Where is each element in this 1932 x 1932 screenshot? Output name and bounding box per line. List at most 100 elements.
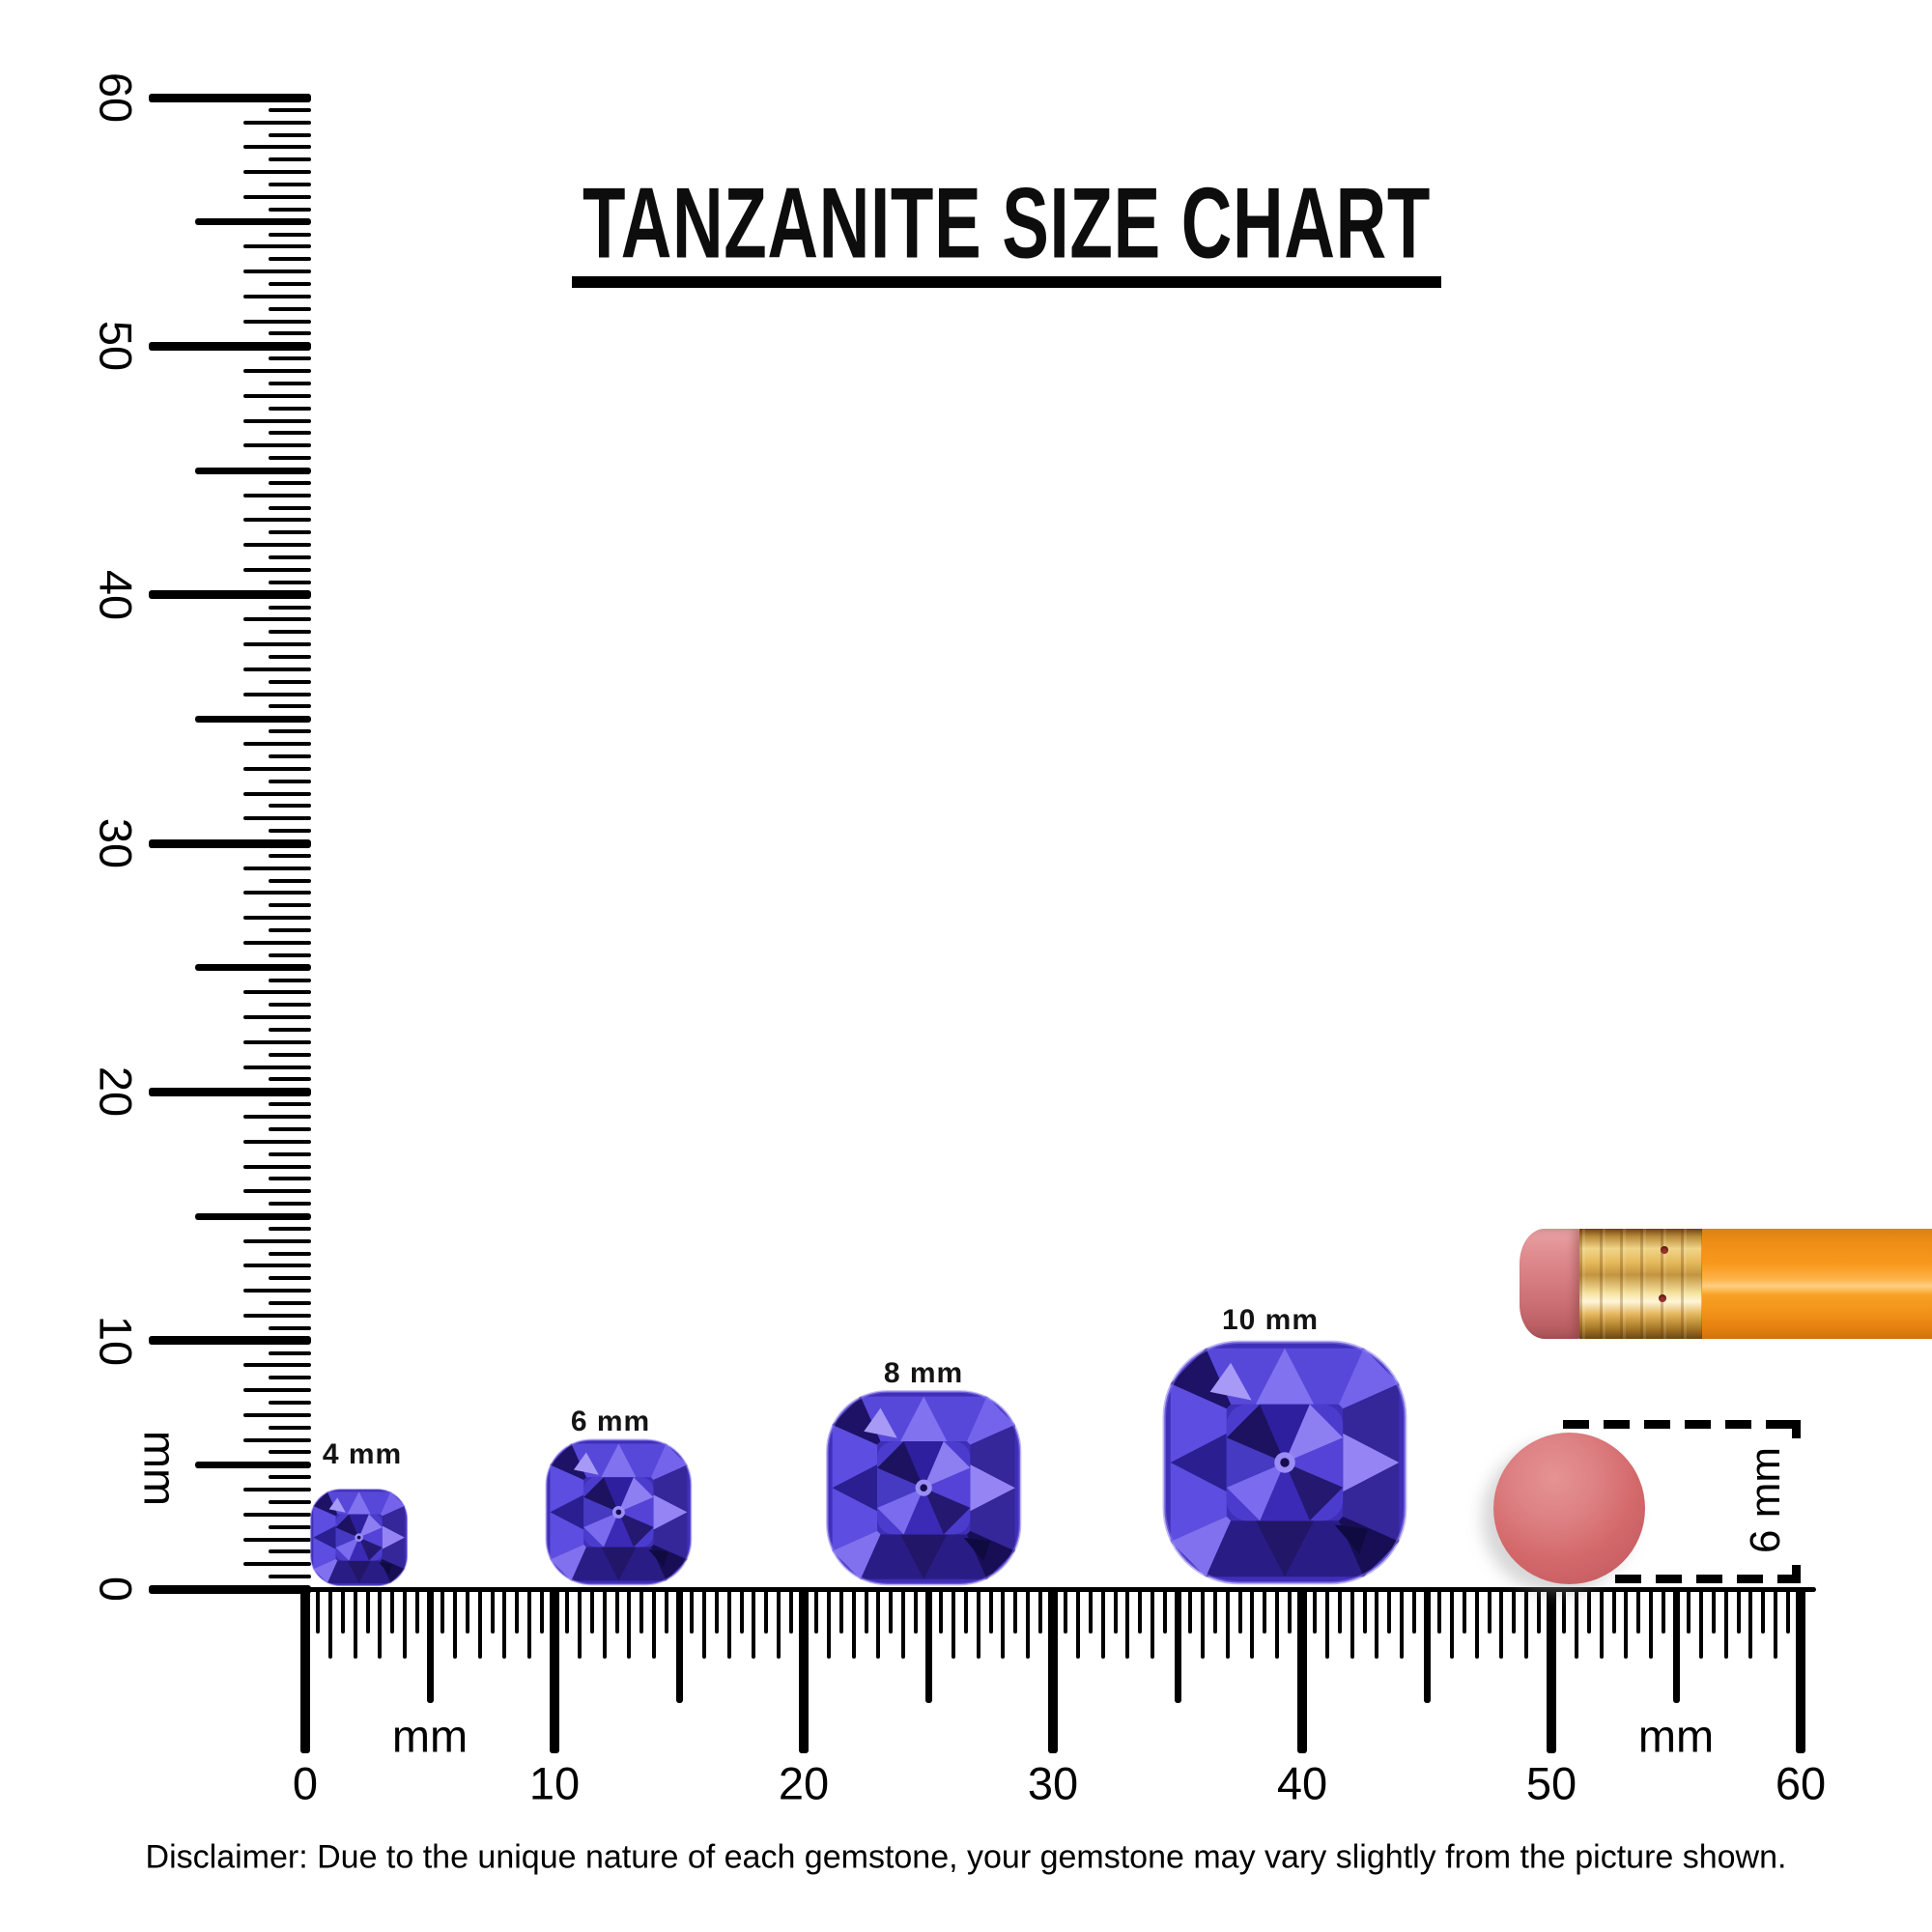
ruler-tick <box>269 1077 311 1082</box>
ruler-tick <box>1250 1589 1255 1659</box>
ruler-tick <box>465 1589 469 1634</box>
ruler-tick <box>889 1589 894 1634</box>
ruler-tick <box>1225 1589 1230 1659</box>
ruler-tick <box>1362 1589 1367 1634</box>
ruler-tick <box>269 306 311 311</box>
ruler-tick <box>243 120 311 125</box>
ruler-tick <box>1537 1589 1542 1634</box>
ruler-tick <box>1662 1589 1666 1634</box>
ruler-tick <box>1436 1589 1441 1634</box>
ferrule-rivet-icon <box>1661 1246 1668 1254</box>
ruler-tick <box>752 1589 756 1659</box>
measure-dash-bottom <box>1615 1575 1801 1583</box>
gem-8mm <box>824 1388 1023 1587</box>
vertical-ruler-label: 10 <box>90 1315 142 1366</box>
ruler-tick <box>269 456 311 461</box>
ruler-tick <box>269 555 311 560</box>
ruler-tick <box>1774 1589 1778 1659</box>
ruler-tick <box>726 1589 731 1659</box>
ruler-tick <box>243 294 311 298</box>
measure-dash-top <box>1563 1420 1801 1429</box>
ruler-tick <box>813 1589 818 1634</box>
ruler-tick <box>1350 1589 1354 1659</box>
ruler-tick <box>1387 1589 1392 1634</box>
vertical-ruler-label: 30 <box>90 817 142 869</box>
pencil-eraser-tip <box>1520 1229 1581 1339</box>
horizontal-ruler-label: 60 <box>1775 1757 1827 1809</box>
ruler-tick <box>540 1589 545 1634</box>
ruler-tick <box>243 1363 311 1368</box>
ruler-tick <box>764 1589 769 1634</box>
ruler-tick <box>269 1276 311 1281</box>
ruler-tick <box>353 1589 357 1659</box>
gem-size-label: 6 mm <box>570 1406 651 1437</box>
ruler-tick <box>1786 1589 1791 1634</box>
ruler-tick <box>1212 1589 1217 1634</box>
ruler-tick <box>614 1589 619 1634</box>
ruler-tick <box>1599 1589 1604 1659</box>
pencil-body <box>1702 1229 1932 1339</box>
ruler-tick <box>838 1589 843 1634</box>
ruler-tick <box>195 218 311 226</box>
ruler-tick <box>938 1589 943 1634</box>
ruler-tick <box>976 1589 980 1659</box>
ruler-tick <box>924 1589 932 1703</box>
ruler-tick <box>490 1589 495 1634</box>
ruler-tick <box>665 1589 669 1634</box>
ruler-tick <box>269 505 311 510</box>
horizontal-ruler-unit-left: mm <box>391 1710 469 1762</box>
ruler-tick <box>1151 1589 1155 1659</box>
ruler-tick <box>269 655 311 659</box>
ruler-tick <box>988 1589 993 1634</box>
ruler-tick <box>1547 1589 1556 1753</box>
ruler-tick <box>195 1212 311 1220</box>
ruler-tick <box>1761 1589 1766 1634</box>
ruler-tick <box>243 194 311 199</box>
ruler-tick <box>951 1589 955 1659</box>
ruler-tick <box>269 580 311 584</box>
ruler-tick <box>243 567 311 572</box>
ruler-tick <box>269 1126 311 1131</box>
ruler-tick <box>1163 1589 1168 1634</box>
ruler-tick <box>243 1437 311 1442</box>
ruler-tick <box>243 1488 311 1492</box>
ruler-tick <box>269 978 311 982</box>
ruler-tick <box>149 341 311 351</box>
ruler-tick <box>149 1087 311 1096</box>
ruler-tick <box>269 132 311 137</box>
ruler-tick <box>1001 1589 1006 1659</box>
ruler-tick <box>269 630 311 635</box>
ruler-tick <box>777 1589 781 1659</box>
ruler-tick <box>365 1589 370 1634</box>
ruler-tick <box>269 1575 311 1579</box>
ruler-tick <box>1649 1589 1654 1659</box>
ruler-tick <box>1125 1589 1130 1659</box>
gem-6mm <box>544 1437 694 1587</box>
ruler-tick <box>1686 1589 1690 1634</box>
ruler-tick <box>1288 1589 1293 1634</box>
ruler-tick <box>577 1589 582 1659</box>
ruler-tick <box>1624 1589 1629 1659</box>
horizontal-ruler-label: 20 <box>778 1757 830 1809</box>
vertical-ruler-label: 0 <box>90 1576 142 1603</box>
ruler-tick <box>403 1589 408 1659</box>
ruler-tick <box>1574 1589 1578 1659</box>
ruler-tick <box>963 1589 968 1634</box>
ruler-tick <box>243 1189 311 1194</box>
ruler-tick <box>269 878 311 883</box>
ruler-tick <box>243 443 311 448</box>
ruler-tick <box>477 1589 482 1659</box>
ruler-tick <box>243 270 311 274</box>
ruler-tick <box>826 1589 831 1659</box>
ruler-tick <box>550 1589 559 1753</box>
ruler-tick <box>876 1589 881 1659</box>
ruler-tick <box>426 1589 434 1703</box>
ruler-tick <box>243 1512 311 1517</box>
vertical-ruler-label: 40 <box>90 569 142 620</box>
ruler-tick <box>243 1164 311 1169</box>
ruler-tick <box>440 1589 444 1634</box>
ruler-tick <box>269 1028 311 1032</box>
horizontal-ruler-label: 10 <box>528 1757 581 1809</box>
ruler-tick <box>1138 1589 1143 1634</box>
vertical-ruler-label: 60 <box>90 71 142 124</box>
